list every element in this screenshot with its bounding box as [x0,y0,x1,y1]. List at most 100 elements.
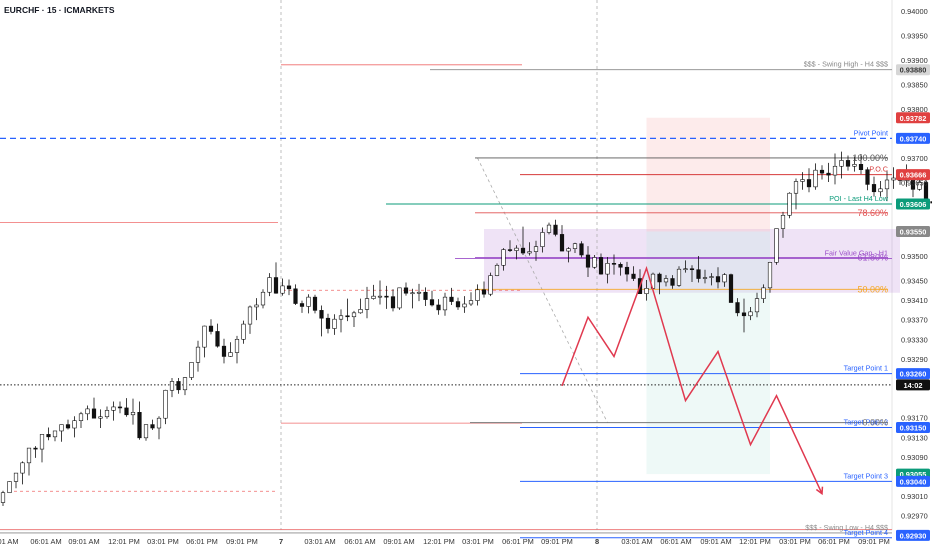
candle-body [202,325,207,348]
price-tag[interactable]: 0.93150 [896,422,930,434]
price-tag-bg [896,379,930,391]
fair-value-gap-box[interactable] [484,229,900,293]
price-tick-label: 0.93290 [901,355,928,364]
candle [371,284,376,300]
time-tick-label: 12:01 PM [108,537,140,546]
candle-body [306,296,311,307]
candle [598,253,604,275]
candle-body [748,311,753,317]
candle-body [475,289,480,301]
candle-body [260,291,266,306]
time-axis[interactable] [0,530,892,550]
candle [312,294,318,314]
candle-body [449,296,454,302]
candle [351,310,357,328]
price-tag[interactable]: 0.93040 [896,475,930,487]
level-lines [0,69,892,539]
candle-body [280,285,285,294]
price-tag[interactable]: 14:02 [896,379,930,391]
candle-body [332,318,337,329]
price-tag-value: 0.93740 [900,134,927,143]
candle-body [325,317,331,329]
candle-body [59,424,64,432]
candle-body [169,381,175,391]
candle-body [254,304,259,308]
price-tag-value: 0.93040 [900,477,927,486]
candle [806,168,812,193]
price-tag[interactable]: 0.93666 [896,169,930,181]
candle-body [754,298,760,313]
candle [676,266,682,287]
candle [423,287,428,306]
candle-body [806,179,812,188]
candle-body [618,264,623,268]
price-tick-label: 0.93900 [901,56,928,65]
candle-body [819,169,825,174]
candle [104,406,110,419]
candle [442,292,448,316]
time-tick-label: 06:01 AM [344,537,375,546]
price-tag[interactable]: 0.93740 [896,132,930,144]
candle-body [13,472,19,482]
time-tick-label: 06:01 AM [660,537,691,546]
candle [137,401,142,440]
candle [325,313,331,334]
price-tag-bg [896,132,930,144]
candle-body [384,295,389,298]
candle-body [826,172,831,176]
price-tag[interactable]: 0.93550 [896,225,930,237]
candle [449,287,454,305]
candle-body [566,248,571,252]
time-tick-label: 06:01 PM [502,537,534,546]
candle-body [611,263,617,265]
candle [124,398,129,417]
candle [410,288,415,309]
candle-body [416,291,422,294]
candle-body [468,300,474,305]
projection-line[interactable] [561,265,823,495]
price-tag[interactable]: 0.92930 [896,529,930,541]
price-axis[interactable] [892,0,932,550]
projection-arrowhead [815,486,824,496]
time-tick-label: 03:01 PM [147,537,179,546]
candle [319,305,324,337]
candle [306,294,311,314]
candle-body [98,416,103,419]
price-tag-value: 0.93880 [900,66,927,75]
candle-body [143,424,149,439]
candle [683,260,688,273]
candle-body [832,165,838,176]
candle-body [884,179,890,190]
candle [657,272,662,295]
candle [98,409,103,429]
candle-body [572,243,578,249]
price-tick-label: 0.93800 [901,105,928,114]
candle [546,222,552,235]
profit-zone-box[interactable] [646,231,771,475]
price-tag[interactable]: 0.93782 [896,112,930,124]
price-tick-labels: 0.940000.939500.939000.938500.938000.937… [901,7,928,521]
price-tag[interactable]: 0.93606 [896,198,930,210]
candle-body [852,164,857,167]
price-tick-label: 0.93410 [901,296,928,305]
candle [891,167,896,189]
time-tick-label: 03:01 PM [462,537,494,546]
price-tag[interactable]: 0.93260 [896,368,930,380]
level-labels: $$$ - Swing High - H4 $$$ Pivot Point P.O.… [804,60,889,537]
candle [845,155,851,171]
candle [46,427,51,441]
candle-body [767,262,773,289]
candle [462,296,467,313]
candle-body [423,291,428,300]
candle-body [26,447,32,464]
candle-body [189,362,194,378]
candle [358,298,363,314]
candle [741,298,747,333]
candle [169,378,175,398]
candle [514,245,519,260]
candle [819,165,825,180]
price-tag-value: 0.93150 [900,424,927,433]
candle-body [722,274,727,283]
price-tag[interactable]: 0.93880 [896,64,930,76]
